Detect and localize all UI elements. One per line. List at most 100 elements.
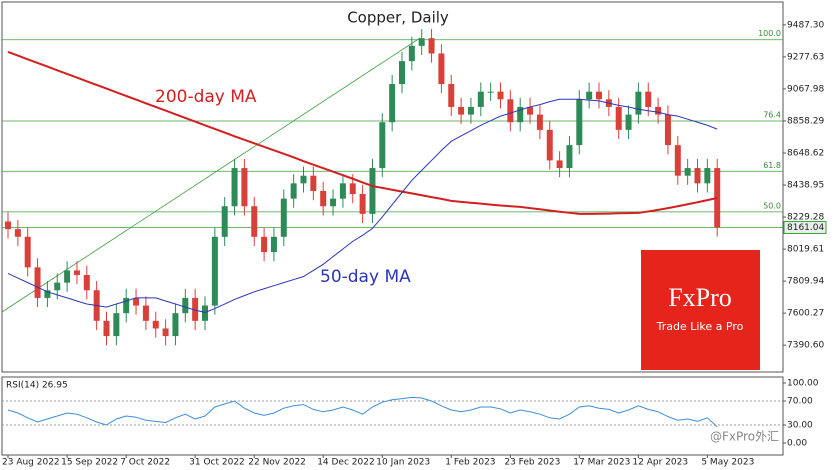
candle-body [339, 183, 346, 199]
x-tick-label: 5 May 2023 [701, 458, 754, 468]
candle-body [290, 183, 297, 199]
last-price-label: 8161.04 [787, 223, 824, 233]
candle-body [586, 91, 593, 100]
candle-body [369, 168, 376, 214]
x-tick-label: 23 Feb 2023 [504, 458, 560, 468]
x-tick-label: 1 Feb 2023 [445, 458, 495, 468]
y-tick-label: 7809.94 [787, 277, 824, 287]
fib-label: 100.0 [758, 29, 781, 38]
candle-body [379, 122, 386, 169]
candle-body [418, 38, 425, 46]
candle-body [211, 236, 218, 306]
candle-body [399, 61, 405, 85]
candle-body [320, 190, 327, 207]
y-tick-label: 8019.61 [787, 245, 824, 255]
fib-label: 50.0 [763, 201, 781, 210]
fib-trendline [1, 37, 421, 313]
main-panel [1, 1, 784, 373]
watermark: @FxPro外汇 [710, 430, 779, 444]
candle-body [64, 270, 71, 283]
y-tick-label: 7600.27 [787, 309, 824, 319]
candle-body [24, 236, 31, 268]
fib-label: 61.8 [763, 161, 781, 170]
y-tick-label: 8648.62 [787, 148, 824, 158]
candle-body [527, 106, 534, 115]
candle-body [546, 129, 553, 161]
x-tick-label: 10 Jan 2023 [376, 458, 430, 468]
candle-body [674, 145, 681, 176]
candle-body [408, 45, 415, 62]
fib-label: 76.4 [763, 111, 781, 120]
candle-body [576, 99, 583, 146]
rsi-panel [1, 376, 784, 456]
candle-body [694, 168, 701, 184]
candle-body [566, 145, 573, 169]
candle-body [172, 313, 179, 337]
candle-body [536, 114, 543, 130]
x-tick-label: 7 Oct 2022 [120, 458, 170, 468]
candle-body [241, 168, 248, 207]
candle-body [103, 320, 110, 337]
candle-body [477, 91, 484, 107]
candle-body [142, 305, 149, 321]
logo-brand: FxPro [668, 283, 732, 312]
candle-body [162, 328, 169, 337]
candle-body [34, 267, 41, 298]
candle-body [596, 91, 602, 100]
x-tick-label: 31 Oct 2022 [189, 458, 245, 468]
logo-box [641, 250, 760, 370]
candle-body [714, 168, 721, 228]
ma-line [7, 98, 718, 313]
logo-tagline: Trade Like a Pro [656, 320, 744, 333]
candle-body [14, 229, 21, 237]
candle-body [221, 206, 228, 237]
candle-body [5, 221, 11, 230]
logo: FxPro Trade Like a Pro [641, 250, 760, 370]
candle-body [458, 106, 465, 115]
rsi-tick-label: 100.00 [787, 379, 819, 389]
y-tick-label: 8858.29 [787, 116, 824, 126]
ma-label: 200-day MA [155, 87, 257, 107]
candle-body [359, 194, 366, 214]
candle-body [300, 175, 307, 184]
candle-body [428, 38, 435, 54]
candle-body [251, 206, 258, 237]
rsi-line [7, 396, 718, 428]
rsi-tick-label: 0.00 [787, 439, 807, 449]
x-tick-label: 14 Dec 2022 [317, 458, 375, 468]
candle-body [152, 320, 159, 329]
x-tick-label: 15 Sep 2022 [61, 458, 118, 468]
candle-body [556, 160, 563, 169]
candle-body [349, 183, 356, 195]
candle-body [517, 106, 524, 123]
candle-body [497, 91, 504, 100]
candle-body [123, 297, 130, 314]
x-tick-label: 17 Mar 2023 [573, 458, 630, 468]
candle-body [507, 99, 514, 123]
chart-title: Copper, Daily [347, 9, 449, 27]
candle-body [655, 106, 662, 115]
candle-body [231, 168, 238, 207]
candle-body [113, 313, 120, 337]
candle-body [44, 290, 51, 298]
y-tick-label: 9067.98 [787, 84, 824, 94]
x-tick-label: 22 Nov 2022 [248, 458, 306, 468]
candle-body [664, 114, 671, 146]
y-tick-label: 7390.60 [787, 341, 824, 351]
candle-body [635, 91, 642, 115]
ma-label: 50-day MA [320, 267, 411, 287]
ma-line [7, 51, 718, 215]
candle-body [202, 305, 208, 321]
candle-body [261, 236, 268, 253]
candle-body [438, 53, 445, 85]
candle-body [487, 91, 494, 93]
rsi-tick-label: 70.00 [787, 397, 813, 407]
candle-body [625, 114, 632, 130]
candle-body [704, 168, 711, 184]
candle-body [54, 282, 61, 291]
x-tick-label: 12 Apr 2023 [632, 458, 688, 468]
candle-body [467, 106, 474, 115]
candle-body [615, 106, 622, 130]
candle-body [389, 84, 396, 123]
